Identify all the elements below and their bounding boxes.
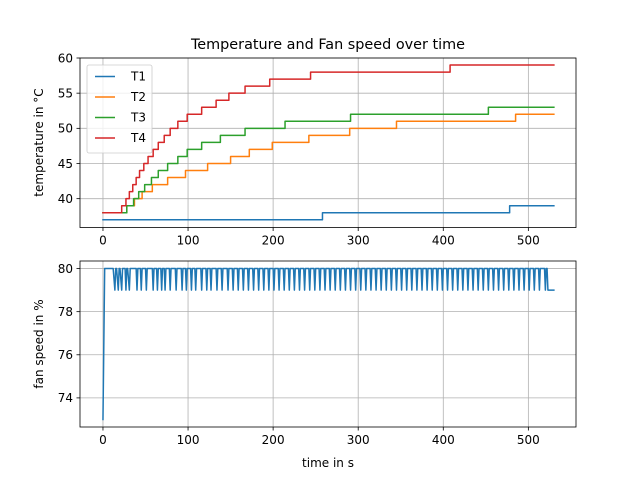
temperature-plot: Temperature and Fan speed over time 0 100… bbox=[32, 37, 577, 248]
fan-ytick-label-74: 74 bbox=[58, 391, 73, 405]
fan-speed-plot: 0 100 200 300 400 500 74 76 78 80 fan speed in %… bbox=[32, 260, 577, 470]
fan-series-fan-speed bbox=[102, 267, 555, 421]
temperature-series-t1 bbox=[102, 204, 555, 221]
temperature-series-t3 bbox=[102, 106, 555, 214]
chart-title: Temperature and Fan speed over time bbox=[190, 37, 465, 53]
fan-ytick-label-78: 78 bbox=[58, 305, 73, 319]
fan-xtick-label-100: 100 bbox=[177, 433, 200, 447]
fan-axes-frame bbox=[79, 260, 577, 428]
fan-y-ticks: 74 76 78 80 bbox=[58, 262, 80, 405]
temperature-x-ticks: 0 100 200 300 400 500 bbox=[99, 227, 540, 248]
temperature-ytick-label-50: 50 bbox=[58, 122, 73, 136]
fan-xtick-label-0: 0 bbox=[99, 433, 107, 447]
temperature-y-axis-label: temperature in °C bbox=[32, 88, 46, 196]
fan-ytick-label-80: 80 bbox=[58, 262, 73, 276]
fan-series bbox=[102, 267, 555, 421]
fan-y-axis-label: fan speed in % bbox=[32, 299, 46, 388]
temperature-xtick-label-200: 200 bbox=[262, 234, 285, 248]
fan-x-ticks: 0 100 200 300 400 500 bbox=[99, 427, 540, 447]
temperature-ytick-label-60: 60 bbox=[58, 51, 73, 65]
temperature-series bbox=[102, 64, 555, 221]
legend-label-t4: T4 bbox=[130, 131, 146, 145]
legend-label-t2: T2 bbox=[130, 90, 146, 104]
temperature-series-t2 bbox=[102, 113, 555, 214]
legend-label-t3: T3 bbox=[130, 111, 146, 125]
fan-x-axis-label: time in s bbox=[302, 456, 354, 470]
legend: T1 T2 T3 T4 bbox=[86, 64, 153, 154]
temperature-ytick-label-55: 55 bbox=[58, 86, 73, 100]
temperature-series-t4 bbox=[102, 64, 555, 214]
fan-xtick-label-200: 200 bbox=[262, 433, 285, 447]
temperature-y-ticks: 40 45 50 55 60 bbox=[58, 51, 80, 206]
temperature-xtick-label-300: 300 bbox=[347, 234, 370, 248]
legend-box bbox=[86, 64, 153, 154]
fan-xtick-label-400: 400 bbox=[432, 433, 455, 447]
temperature-ytick-label-45: 45 bbox=[58, 157, 73, 171]
temperature-ytick-label-40: 40 bbox=[58, 192, 73, 206]
legend-label-t1: T1 bbox=[130, 70, 146, 84]
temperature-axes-frame bbox=[79, 57, 577, 228]
fan-xtick-label-300: 300 bbox=[347, 433, 370, 447]
temperature-xtick-label-400: 400 bbox=[432, 234, 455, 248]
temperature-xtick-label-0: 0 bbox=[99, 234, 107, 248]
fan-xtick-label-500: 500 bbox=[517, 433, 540, 447]
fan-ytick-label-76: 76 bbox=[58, 348, 73, 362]
temperature-xtick-label-100: 100 bbox=[177, 234, 200, 248]
temperature-xtick-label-500: 500 bbox=[517, 234, 540, 248]
